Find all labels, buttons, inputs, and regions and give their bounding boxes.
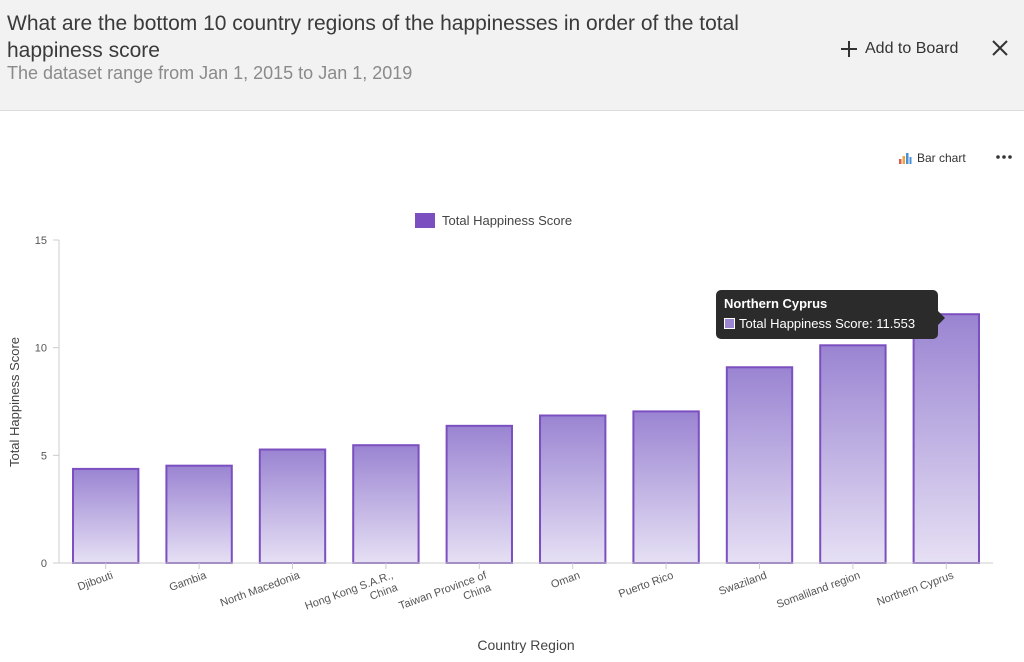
tooltip-row: Total Happiness Score: 11.553 [724, 316, 915, 331]
y-tick-label: 15 [35, 235, 47, 247]
bar[interactable] [725, 366, 794, 564]
add-to-board-label: Add to Board [865, 40, 959, 57]
x-axis: Djibouti Gambia North Macedonia Hong Kong S… [59, 562, 993, 625]
tooltip-title: Northern Cyprus [724, 296, 828, 311]
tooltip-swatch [724, 318, 735, 329]
y-tick-label: 0 [41, 558, 47, 570]
bar[interactable] [165, 464, 233, 565]
bar[interactable] [539, 414, 607, 564]
bar[interactable] [445, 424, 513, 564]
chart-legend: Total Happiness Score [415, 213, 572, 228]
bar-chart-icon [899, 153, 912, 164]
x-tick-label: Djibouti [76, 570, 115, 594]
more-icon [996, 155, 1012, 159]
close-button[interactable] [988, 36, 1012, 60]
x-tick-label: Puerto Rico [617, 570, 675, 601]
page-subtitle: The dataset range from Jan 1, 2015 to Ja… [7, 63, 413, 83]
tooltip-text: Total Happiness Score: 11.553 [739, 316, 916, 331]
x-tick-label: Northern Cyprus [875, 569, 955, 608]
x-tick-label: Gambia [168, 569, 209, 594]
x-tick-label: Taiwan Province ofChina [397, 569, 493, 624]
chart-type-button[interactable]: Bar chart [898, 149, 966, 167]
y-axis-label: Total Happiness Score [7, 337, 22, 467]
x-tick-label: Swaziland [717, 570, 768, 598]
bar[interactable] [819, 344, 887, 564]
legend-swatch [415, 213, 435, 228]
x-axis-label: Country Region [477, 637, 574, 653]
x-tick-label: North Macedonia [219, 569, 303, 609]
more-options-button[interactable] [994, 148, 1014, 166]
plus-icon [841, 41, 857, 57]
close-icon [992, 40, 1008, 56]
bar[interactable] [72, 467, 140, 564]
header: What are the bottom 10 country regions o… [0, 0, 1024, 111]
bar[interactable] [352, 444, 420, 565]
y-tick-label: 5 [41, 450, 47, 462]
legend-label: Total Happiness Score [442, 213, 572, 228]
bar[interactable] [258, 448, 327, 565]
x-tick-label: Somaliland region [775, 570, 862, 611]
bar-chart: Total Happiness Score 0 5 10 15 Djibouti Gam… [7, 213, 993, 653]
bars [72, 313, 980, 565]
x-tick-label: Hong Kong S.A.R.,China [303, 569, 400, 625]
bar[interactable] [632, 410, 700, 564]
add-to-board-button[interactable]: Add to Board [840, 38, 958, 60]
bar[interactable] [912, 313, 980, 564]
tooltip: Northern Cyprus Total Happiness Score: 1… [716, 290, 945, 339]
y-tick-label: 10 [35, 343, 47, 355]
page-title: What are the bottom 10 country regions o… [7, 12, 739, 62]
y-axis: 0 5 10 15 [35, 235, 60, 570]
x-tick-label: Oman [549, 570, 581, 592]
chart-type-label: Bar chart [917, 151, 966, 165]
